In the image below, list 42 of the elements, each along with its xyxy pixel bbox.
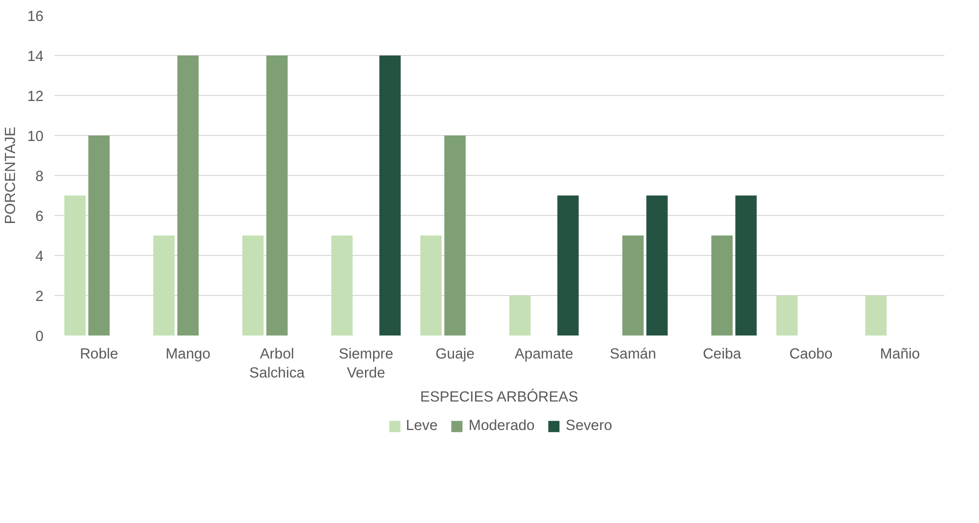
- y-tick-label: 14: [27, 49, 44, 65]
- y-axis-title: PORCENTAJE: [3, 126, 20, 224]
- bar: [420, 236, 442, 336]
- bar: [776, 296, 798, 336]
- x-tick-label: Mañio: [880, 346, 920, 362]
- bar: [331, 236, 353, 336]
- x-tick-label: Ceiba: [702, 346, 742, 362]
- x-tick-label: Siempre Verde: [338, 346, 394, 382]
- bar: [242, 236, 264, 336]
- x-tick-label: Guaje: [435, 346, 475, 362]
- y-tick-label: 4: [35, 249, 44, 265]
- x-tick-label: Mango: [166, 346, 210, 362]
- bar: [865, 296, 887, 336]
- x-tick-label: Caobo: [789, 346, 833, 362]
- bar: [509, 296, 531, 336]
- x-tick-label: Roble: [80, 346, 118, 362]
- y-tick-label: 6: [35, 209, 44, 225]
- y-tick-label: 8: [35, 169, 44, 185]
- y-tick-label: 10: [27, 129, 44, 145]
- y-tick-label: 12: [27, 89, 44, 105]
- bar: [153, 236, 175, 336]
- bar: [646, 196, 668, 336]
- bar: [711, 236, 733, 336]
- bar: [88, 136, 110, 336]
- x-tick-label: Arbol Salchica: [249, 346, 306, 382]
- y-tick-label: 2: [35, 289, 44, 305]
- y-tick-label: 16: [27, 9, 44, 25]
- bar: [444, 136, 466, 336]
- x-tick-label: Apamate: [514, 346, 574, 362]
- y-tick-label: 0: [35, 329, 44, 345]
- bar: [266, 56, 288, 336]
- x-axis-title: ESPECIES ARBÓREAS: [420, 388, 578, 406]
- legend-label: Leve: [406, 418, 438, 434]
- bar: [735, 196, 757, 336]
- legend-label: Severo: [566, 418, 612, 434]
- x-tick-label: Samán: [610, 346, 656, 362]
- bar: [177, 56, 199, 336]
- bar: [64, 196, 86, 336]
- bar: [557, 196, 579, 336]
- bar: [622, 236, 644, 336]
- legend-label: Moderado: [468, 418, 535, 434]
- bar: [379, 56, 401, 336]
